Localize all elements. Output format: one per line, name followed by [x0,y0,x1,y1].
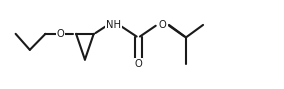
Text: O: O [158,20,166,30]
Text: O: O [134,59,142,69]
Text: O: O [57,29,64,39]
Text: NH: NH [106,20,121,30]
